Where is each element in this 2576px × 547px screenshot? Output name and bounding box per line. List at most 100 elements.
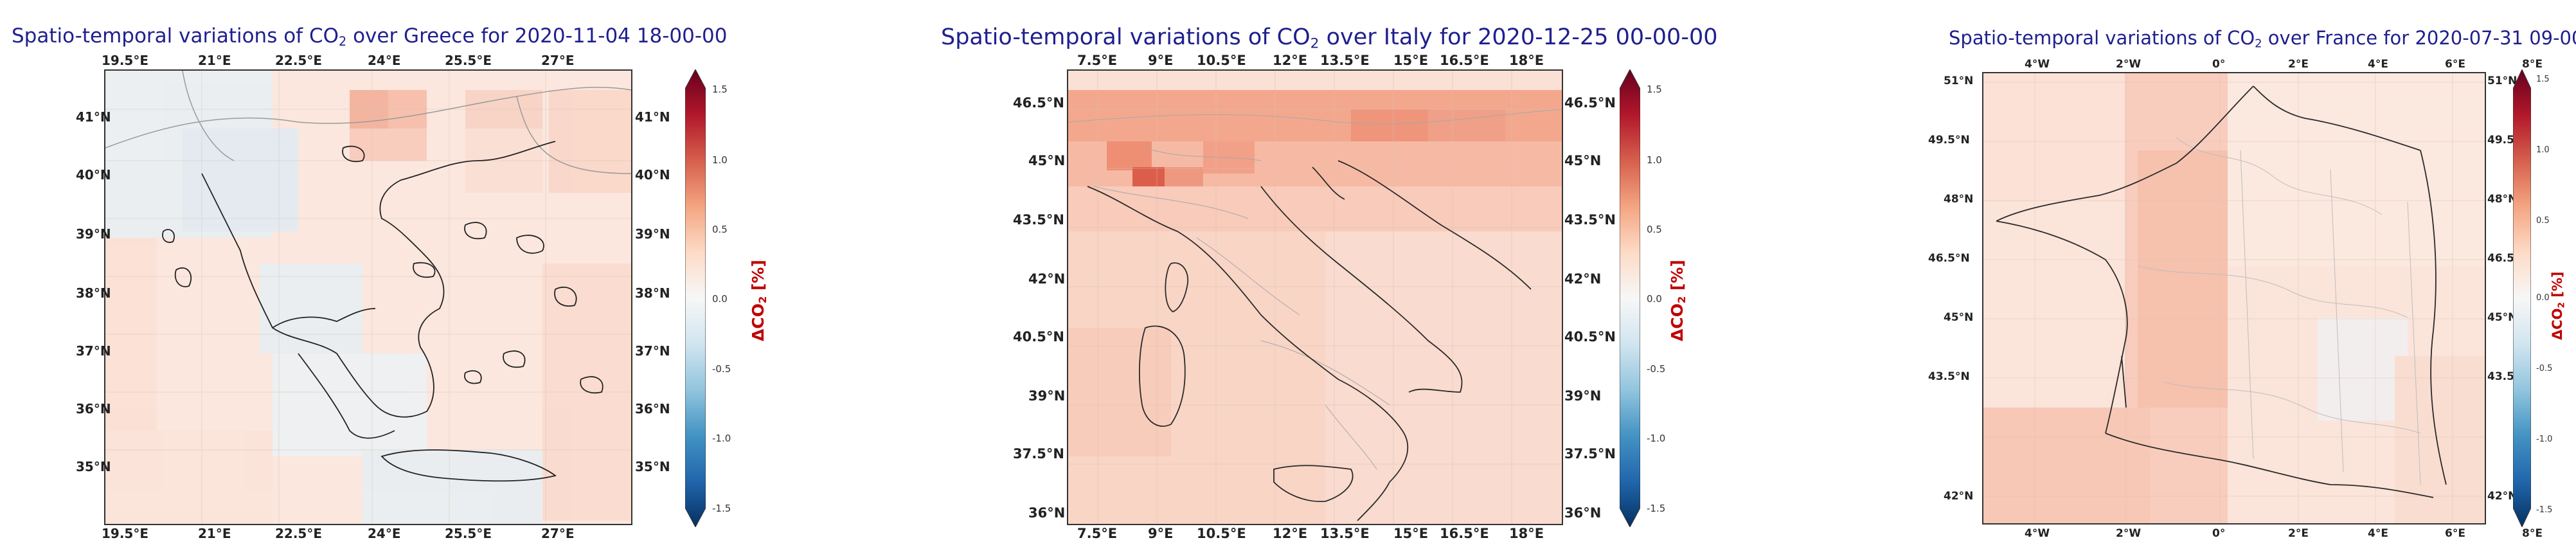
lon-tick-bottom: 27°E: [541, 526, 575, 541]
colorbar-tick: -1.5: [1647, 503, 1666, 514]
map-panel-france: Spatio-temporal variations of CO2 over F…: [1722, 0, 2576, 547]
lon-tick-bottom: 13.5°E: [1320, 526, 1370, 541]
lon-tick-bottom: 4°E: [2368, 527, 2388, 540]
lat-tick-left: 46.5°N: [1928, 252, 1970, 265]
lat-tick-right: 51°N: [2487, 75, 2518, 87]
lat-tick-right: 37°N: [635, 343, 670, 359]
lat-tick-right: 43.5°N: [1564, 212, 1616, 228]
lat-tick-right: 39°N: [635, 226, 670, 242]
lat-tick-right: 38°N: [635, 285, 670, 301]
lon-tick-top: 16.5°E: [1440, 53, 1489, 68]
lon-tick-top: 2°E: [2288, 58, 2309, 71]
colorbar-tick: 1.0: [712, 154, 728, 166]
colorbar-tick: 0.0: [1647, 293, 1662, 305]
lat-tick-left: 39°N: [76, 226, 111, 242]
lon-tick-top: 4°W: [2025, 58, 2050, 71]
lon-tick-bottom: 9°E: [1148, 526, 1174, 541]
lat-tick-right: 37.5°N: [1564, 446, 1616, 462]
colorbar-tick: 1.0: [1647, 154, 1662, 166]
lat-tick-left: 37°N: [76, 343, 111, 359]
lat-tick-right: 45°N: [1564, 153, 1602, 168]
lat-tick-right: 39°N: [1564, 388, 1602, 404]
colorbar-gradient: [2513, 69, 2531, 527]
lon-tick-bottom: 15°E: [1393, 526, 1429, 541]
lon-tick-top: 25.5°E: [445, 53, 492, 68]
lat-tick-left: 46.5°N: [1013, 95, 1064, 111]
lat-tick-left: 43.5°N: [1013, 212, 1064, 228]
lat-tick-left: 40.5°N: [1013, 329, 1064, 345]
lon-tick-bottom: 8°E: [2522, 527, 2543, 540]
lon-tick-top: 0°: [2212, 58, 2226, 71]
lat-tick-right: 45°N: [2487, 311, 2518, 324]
lat-tick-right: 48°N: [2487, 193, 2518, 206]
lon-tick-bottom: 25.5°E: [445, 526, 492, 541]
colorbar-tick: 0.0: [2536, 293, 2550, 303]
map-title: Spatio-temporal variations of CO2 over G…: [12, 24, 728, 49]
lon-tick-top: 13.5°E: [1320, 53, 1370, 68]
lat-tick-left: 45°N: [1028, 153, 1066, 168]
lon-tick-bottom: 18°E: [1509, 526, 1544, 541]
lon-tick-bottom: 6°E: [2445, 527, 2465, 540]
lon-tick-top: 2°W: [2116, 58, 2142, 71]
colorbar-tick: 1.0: [2536, 145, 2550, 155]
colorbar-tick: 0.5: [1647, 224, 1662, 235]
lat-tick-left: 51°N: [1944, 75, 1974, 87]
colorbar: [685, 69, 706, 527]
lat-tick-right: 40°N: [635, 167, 670, 183]
lon-tick-top: 4°E: [2368, 58, 2388, 71]
lat-tick-left: 36°N: [1028, 505, 1066, 521]
map-title: Spatio-temporal variations of CO2 over I…: [941, 24, 1718, 52]
lon-tick-top: 8°E: [2522, 58, 2543, 71]
map-canvas: [1068, 71, 1562, 524]
colorbar-tick: -0.5: [1647, 363, 1666, 375]
colorbar-tick: 0.5: [712, 224, 728, 235]
lat-tick-right: 42°N: [1564, 271, 1602, 287]
colorbar-tick: 0.0: [712, 293, 728, 305]
lat-tick-left: 37.5°N: [1013, 446, 1064, 462]
lon-tick-top: 9°E: [1148, 53, 1174, 68]
lat-tick-right: 40.5°N: [1564, 329, 1616, 345]
colorbar-label: ΔCO2 [%]: [1668, 260, 1688, 341]
lon-tick-bottom: 2°W: [2116, 527, 2142, 540]
lon-tick-top: 18°E: [1509, 53, 1544, 68]
lon-tick-bottom: 12°E: [1273, 526, 1308, 541]
lat-tick-right: 36°N: [635, 401, 670, 417]
lon-tick-bottom: 24°E: [368, 526, 401, 541]
colorbar-tick: -1.0: [2536, 435, 2553, 444]
lon-tick-top: 24°E: [368, 53, 401, 68]
colorbar-tick: -1.0: [1647, 433, 1666, 444]
lon-tick-top: 27°E: [541, 53, 575, 68]
map-canvas: [1983, 73, 2485, 523]
lon-tick-top: 7.5°E: [1077, 53, 1118, 68]
colorbar: [1620, 69, 1640, 527]
lon-tick-top: 10.5°E: [1197, 53, 1246, 68]
lat-tick-left: 38°N: [76, 285, 111, 301]
map-title: Spatio-temporal variations of CO2 over F…: [1949, 27, 2576, 51]
lat-tick-left: 45°N: [1944, 311, 1974, 324]
colorbar: [2513, 69, 2531, 527]
colorbar-tick: -1.5: [2536, 505, 2553, 515]
lat-tick-left: 41°N: [76, 109, 111, 125]
lon-tick-bottom: 0°: [2212, 527, 2226, 540]
lat-tick-right: 46.5°N: [1564, 95, 1616, 111]
lon-tick-bottom: 16.5°E: [1440, 526, 1489, 541]
lat-tick-right: 41°N: [635, 109, 670, 125]
lat-tick-left: 42°N: [1944, 490, 1974, 503]
lon-tick-bottom: 22.5°E: [275, 526, 323, 541]
colorbar-tick: -0.5: [712, 363, 731, 375]
colorbar-gradient: [685, 69, 706, 527]
lon-tick-bottom: 21°E: [198, 526, 231, 541]
lat-tick-left: 48°N: [1944, 193, 1974, 206]
lat-tick-right: 35°N: [635, 459, 670, 474]
lon-tick-bottom: 19.5°E: [102, 526, 149, 541]
lon-tick-bottom: 4°W: [2025, 527, 2050, 540]
colorbar-tick: 1.5: [1647, 84, 1662, 95]
lat-tick-right: 42°N: [2487, 490, 2518, 503]
lat-tick-left: 43.5°N: [1928, 370, 1970, 383]
lon-tick-top: 12°E: [1273, 53, 1308, 68]
colorbar-tick: 1.5: [2536, 75, 2550, 84]
co2-anomaly-map: [1067, 69, 1563, 525]
lon-tick-top: 6°E: [2445, 58, 2465, 71]
lat-tick-left: 42°N: [1028, 271, 1066, 287]
lat-tick-left: 49.5°N: [1928, 134, 1970, 147]
